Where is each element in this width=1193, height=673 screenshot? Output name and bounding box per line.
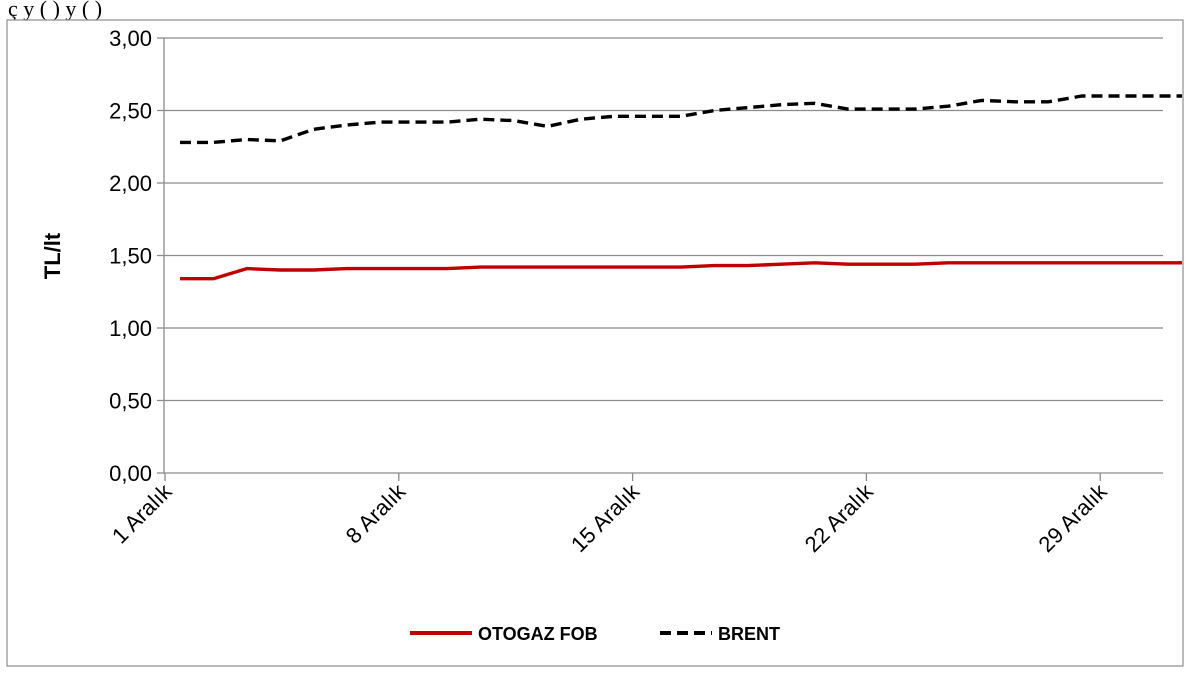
x-tick-label: 1 Aralık [107,478,177,548]
series-lines [180,94,1182,281]
series-line-brent [180,94,1182,145]
y-tick-label: 0,50 [109,389,152,414]
x-tick-label: 29 Aralık [1034,478,1113,557]
y-axis-label: TL/lt [40,232,65,279]
chart-title-fragment: ç y ( ) y ( ) [8,0,102,21]
x-tick-label: 22 Aralık [800,478,879,557]
y-tick-label: 3,00 [109,26,152,51]
axes [157,37,1163,481]
series-line-otogaz-fob [180,261,1182,281]
chart-border [6,19,1184,667]
y-tick-label: 2,00 [109,171,152,196]
x-tick-label: 15 Aralık [566,478,645,557]
tick-labels: 0,00 0,50 1,00 1,50 2,00 2,50 3,00 1 Aralık 8 Ar… [107,26,1112,557]
y-tick-label: 0,00 [109,461,152,486]
x-tick-label: 8 Aralık [341,478,411,548]
grid-lines [164,37,1163,402]
y-tick-label: 1,00 [109,316,152,341]
y-tick-label: 2,50 [109,99,152,124]
legend-label: OTOGAZ FOB [478,624,598,644]
legend-label: BRENT [718,624,780,644]
y-tick-label: 1,50 [109,244,152,269]
legend: OTOGAZ FOB BRENT [410,624,780,644]
